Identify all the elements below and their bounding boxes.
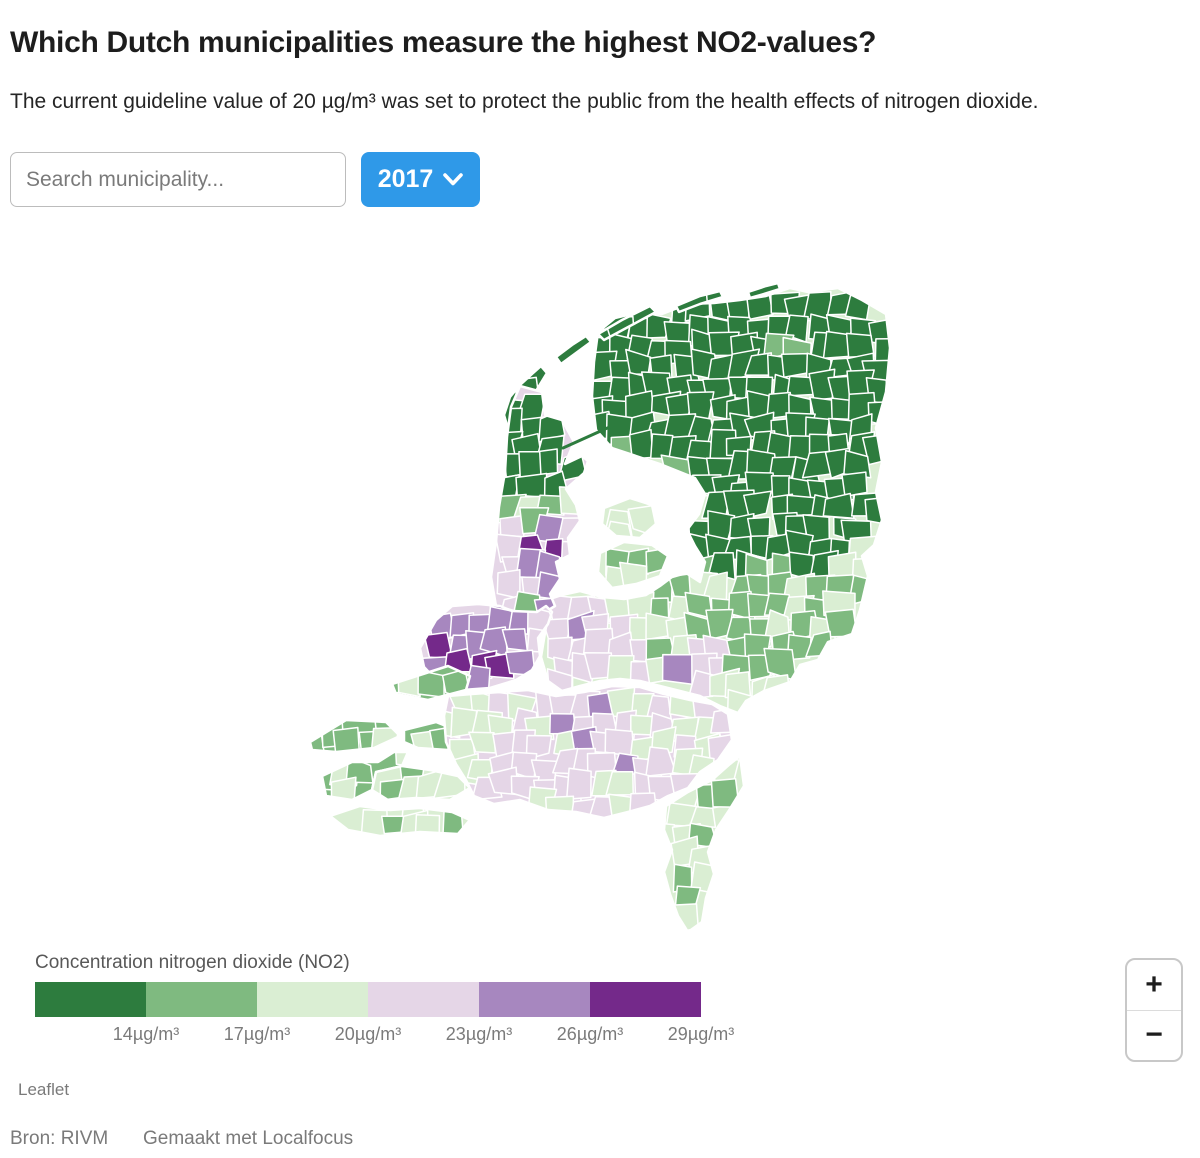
legend-tick-label: 29µg/m³ [667,1024,735,1044]
legend-swatch [146,982,257,1017]
legend-tick-label: 26µg/m³ [556,1024,624,1044]
legend-swatch [479,982,590,1017]
zoom-in-button[interactable]: + [1127,960,1181,1010]
legend-tick-label: 23µg/m³ [445,1024,513,1044]
footer-credit: Gemaakt met Localfocus [143,1128,354,1149]
legend-title: Concentration nitrogen dioxide (NO2) [35,952,350,973]
footer: Bron: RIVM Gemaakt met Localfocus [0,1128,1200,1154]
legend-color-scale [35,982,701,1017]
legend-tick-label: 17µg/m³ [223,1024,291,1044]
footer-source: Bron: RIVM [10,1128,109,1149]
page-title: Which Dutch municipalities measure the h… [10,26,877,60]
legend-tick-label: 20µg/m³ [334,1024,402,1044]
legend-swatch [590,982,701,1017]
legend-swatch [368,982,479,1017]
year-dropdown[interactable]: 2017 [361,152,480,207]
chevron-down-icon [443,173,464,186]
leaflet-attribution-link[interactable]: Leaflet [18,1080,70,1099]
year-dropdown-value: 2017 [377,165,434,193]
search-input[interactable] [10,152,346,207]
legend-swatch [35,982,146,1017]
legend-swatch [257,982,368,1017]
legend-labels: 14µg/m³ 17µg/m³ 20µg/m³ 23µg/m³ 26µg/m³ 29µg/… [35,1024,735,1048]
zoom-out-button[interactable]: − [1127,1009,1181,1061]
map-zoom-control: + − [1125,958,1183,1062]
legend-tick-label: 14µg/m³ [112,1024,180,1044]
page-subtitle: The current guideline value of 20 µg/m³ … [10,90,1039,113]
